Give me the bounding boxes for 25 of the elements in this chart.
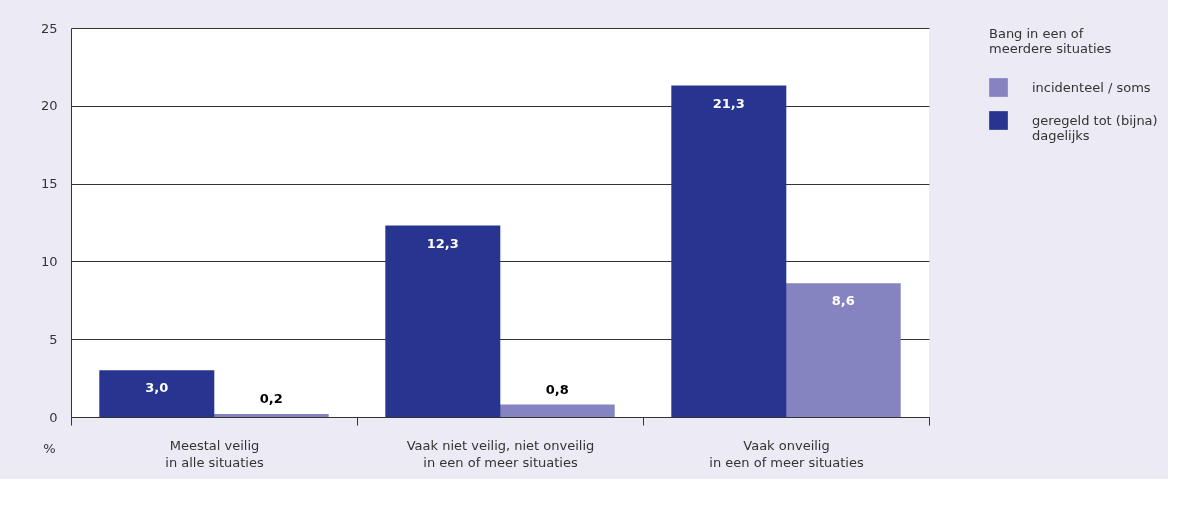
y-tick-label: 10 <box>40 253 58 269</box>
legend-label: geregeld tot (bijna) dagelijks <box>1032 112 1158 143</box>
bar <box>385 225 501 417</box>
data-label: 0,8 <box>545 381 569 397</box>
data-label: 21,3 <box>712 95 745 111</box>
y-tick-label: 5 <box>49 331 58 347</box>
data-label: 0,2 <box>259 390 283 406</box>
x-tick-label: Vaak niet veilig, niet onveilig in een of meer situaties <box>406 437 595 470</box>
y-tick-label: 15 <box>40 176 58 192</box>
data-label: 12,3 <box>426 235 459 251</box>
bar <box>99 370 215 417</box>
y-tick-label: 25 <box>40 20 58 36</box>
data-label: 3,0 <box>145 380 169 396</box>
legend-label: incidenteel / soms <box>1032 79 1151 95</box>
bar <box>499 404 615 417</box>
y-tick-label: 0 <box>49 409 58 425</box>
y-tick-label: 20 <box>40 98 58 114</box>
y-axis-title: % <box>43 440 56 456</box>
x-tick-label: Meestal veilig in alle situaties <box>165 437 264 470</box>
bar <box>213 413 329 417</box>
bar <box>785 283 901 417</box>
bar <box>671 85 787 417</box>
data-label: 8,6 <box>831 293 855 309</box>
legend-title: Bang in een of meerdere situaties <box>989 26 1112 56</box>
x-tick-label: Vaak onveilig in een of meer situaties <box>709 437 864 470</box>
